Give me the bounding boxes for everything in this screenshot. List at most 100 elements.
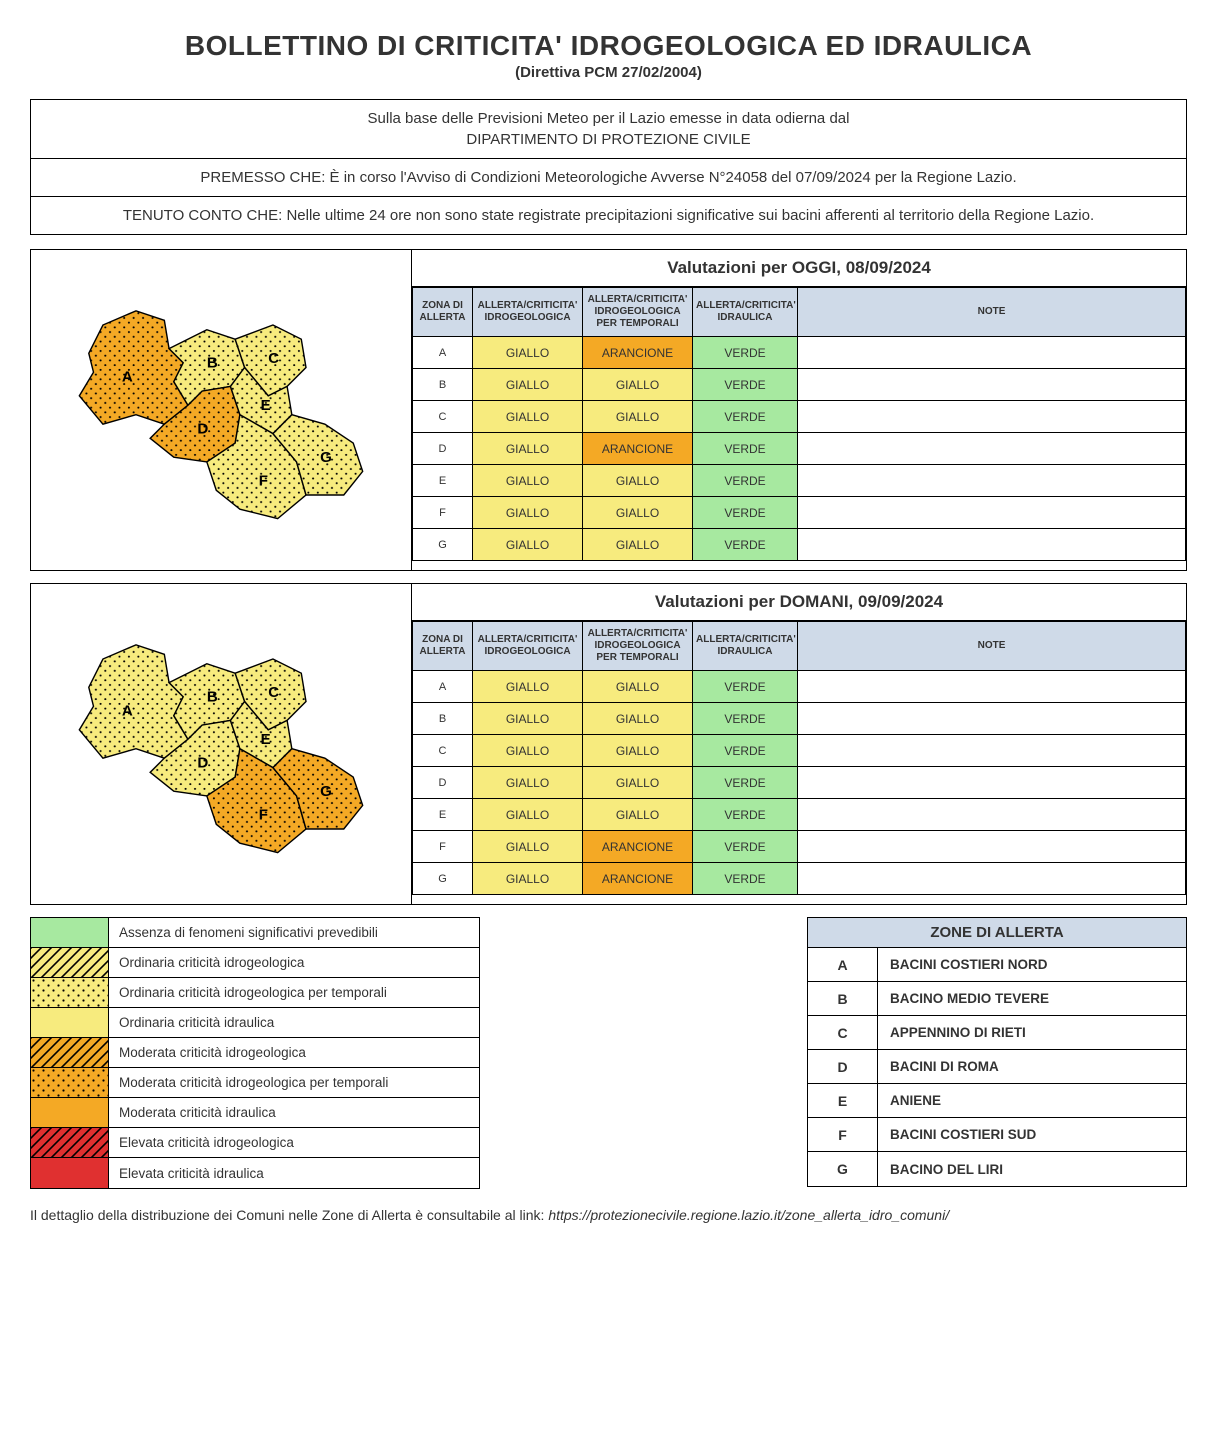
cell-idrogeo: GIALLO — [473, 401, 583, 433]
zones-code: C — [808, 1016, 878, 1049]
cell-idraulica: VERDE — [693, 799, 798, 831]
cell-temporali: GIALLO — [583, 529, 693, 561]
cell-zone: A — [413, 671, 473, 703]
cell-zone: C — [413, 401, 473, 433]
table-row: GGIALLOARANCIONEVERDE — [413, 863, 1186, 895]
cell-idrogeo: GIALLO — [473, 735, 583, 767]
map-label-D: D — [197, 421, 208, 438]
map-label-G: G — [320, 783, 332, 800]
cell-temporali: GIALLO — [583, 767, 693, 799]
map-label-A: A — [122, 369, 133, 386]
cell-zone: A — [413, 337, 473, 369]
th-temporali: ALLERTA/CRITICITA' IDROGEOLOGICA PER TEM… — [583, 288, 693, 337]
legend-label: Moderata criticità idrogeologica per tem… — [109, 1068, 398, 1097]
cell-idrogeo: GIALLO — [473, 863, 583, 895]
map-region-A — [79, 645, 188, 758]
table-row: FGIALLOGIALLOVERDE — [413, 497, 1186, 529]
zones-name: BACINO MEDIO TEVERE — [878, 982, 1061, 1015]
today-title: Valutazioni per OGGI, 08/09/2024 — [412, 250, 1186, 287]
cell-idrogeo: GIALLO — [473, 831, 583, 863]
cell-temporali: GIALLO — [583, 671, 693, 703]
legend-label: Ordinaria criticità idraulica — [109, 1008, 284, 1037]
cell-idraulica: VERDE — [693, 369, 798, 401]
legend-swatch — [31, 1008, 109, 1037]
cell-temporali: GIALLO — [583, 735, 693, 767]
cell-note — [798, 671, 1186, 703]
cell-note — [798, 767, 1186, 799]
section-tomorrow: ABCDEFG Valutazioni per DOMANI, 09/09/20… — [30, 583, 1187, 905]
cell-note — [798, 735, 1186, 767]
legend-swatch — [31, 918, 109, 947]
cell-zone: G — [413, 863, 473, 895]
map-label-E: E — [261, 397, 271, 414]
cell-idraulica: VERDE — [693, 433, 798, 465]
cell-idraulica: VERDE — [693, 497, 798, 529]
map-label-B: B — [207, 689, 218, 706]
footer: Il dettaglio della distribuzione dei Com… — [30, 1207, 1187, 1223]
cell-zone: C — [413, 735, 473, 767]
legend-row: Moderata criticità idraulica — [31, 1098, 479, 1128]
cell-temporali: GIALLO — [583, 497, 693, 529]
legend-label: Ordinaria criticità idrogeologica — [109, 948, 314, 977]
cell-idrogeo: GIALLO — [473, 497, 583, 529]
zones-code: B — [808, 982, 878, 1015]
legend-label: Assenza di fenomeni significativi preved… — [109, 918, 388, 947]
cell-idraulica: VERDE — [693, 735, 798, 767]
table-row: EGIALLOGIALLOVERDE — [413, 465, 1186, 497]
cell-zone: E — [413, 465, 473, 497]
cell-note — [798, 465, 1186, 497]
zones-name: BACINI DI ROMA — [878, 1050, 1011, 1083]
map-label-B: B — [207, 355, 218, 372]
map-label-C: C — [268, 684, 279, 701]
table-row: BGIALLOGIALLOVERDE — [413, 703, 1186, 735]
cell-idraulica: VERDE — [693, 863, 798, 895]
zones-row: EANIENE — [808, 1084, 1186, 1118]
cell-note — [798, 337, 1186, 369]
cell-idraulica: VERDE — [693, 401, 798, 433]
zones-row: BBACINO MEDIO TEVERE — [808, 982, 1186, 1016]
cell-idrogeo: GIALLO — [473, 337, 583, 369]
th-zona: ZONA DI ALLERTA — [413, 288, 473, 337]
cell-zone: B — [413, 369, 473, 401]
cell-note — [798, 863, 1186, 895]
zones-name: BACINO DEL LIRI — [878, 1152, 1015, 1186]
legend-row: Ordinaria criticità idrogeologica — [31, 948, 479, 978]
legend-swatch — [31, 978, 109, 1007]
zones-code: D — [808, 1050, 878, 1083]
cell-idraulica: VERDE — [693, 671, 798, 703]
cell-zone: G — [413, 529, 473, 561]
section-today: ABCDEFG Valutazioni per OGGI, 08/09/2024… — [30, 249, 1187, 571]
cell-idrogeo: GIALLO — [473, 799, 583, 831]
cell-note — [798, 369, 1186, 401]
cell-idrogeo: GIALLO — [473, 369, 583, 401]
tomorrow-title: Valutazioni per DOMANI, 09/09/2024 — [412, 584, 1186, 621]
th-zona: ZONA DI ALLERTA — [413, 622, 473, 671]
header-cell-2: PREMESSO CHE: È in corso l'Avviso di Con… — [31, 159, 1186, 197]
table-row: AGIALLOARANCIONEVERDE — [413, 337, 1186, 369]
th-note: NOTE — [798, 622, 1186, 671]
cell-zone: D — [413, 767, 473, 799]
table-row: CGIALLOGIALLOVERDE — [413, 401, 1186, 433]
cell-note — [798, 529, 1186, 561]
cell-temporali: GIALLO — [583, 401, 693, 433]
th-note: NOTE — [798, 288, 1186, 337]
zones-name: ANIENE — [878, 1084, 953, 1117]
table-row: AGIALLOGIALLOVERDE — [413, 671, 1186, 703]
header-line1b: DIPARTIMENTO DI PROTEZIONE CIVILE — [466, 131, 750, 148]
page-title: BOLLETTINO DI CRITICITA' IDROGEOLOGICA E… — [30, 30, 1187, 62]
cell-temporali: ARANCIONE — [583, 433, 693, 465]
table-row: GGIALLOGIALLOVERDE — [413, 529, 1186, 561]
cell-note — [798, 703, 1186, 735]
cell-idrogeo: GIALLO — [473, 465, 583, 497]
footer-url: https://protezionecivile.regione.lazio.i… — [548, 1207, 949, 1223]
legend-row: Moderata criticità idrogeologica per tem… — [31, 1068, 479, 1098]
cell-zone: F — [413, 831, 473, 863]
map-label-C: C — [268, 350, 279, 367]
cell-temporali: ARANCIONE — [583, 831, 693, 863]
legend-row: Elevata criticità idraulica — [31, 1158, 479, 1188]
zones-row: GBACINO DEL LIRI — [808, 1152, 1186, 1186]
zones-code: A — [808, 948, 878, 981]
zones-code: F — [808, 1118, 878, 1151]
header-box: Sulla base delle Previsioni Meteo per il… — [30, 99, 1187, 235]
th-idraulica: ALLERTA/CRITICITA' IDRAULICA — [693, 622, 798, 671]
